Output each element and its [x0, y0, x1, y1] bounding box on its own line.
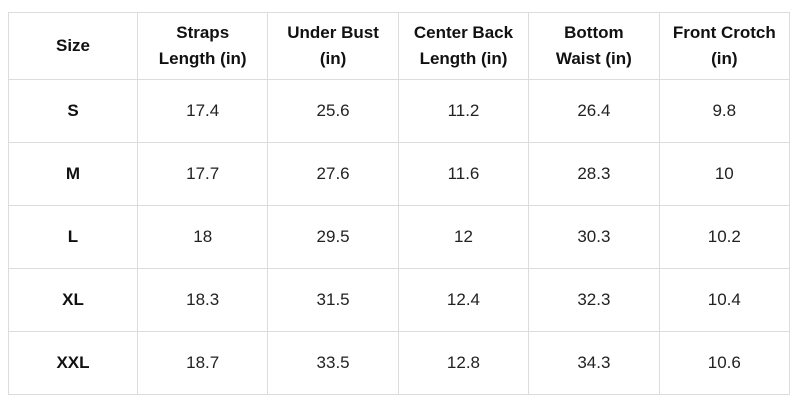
size-cell: M — [8, 142, 138, 206]
measure-cell: 18.3 — [136, 268, 269, 332]
measure-cell: 29.5 — [267, 205, 399, 269]
measure-cell: 31.5 — [267, 268, 399, 332]
header-row: Size Straps Length (in) Under Bust (in) Cen… — [8, 12, 791, 80]
header-cell: Size — [8, 12, 138, 80]
measure-cell: 11.6 — [397, 142, 530, 206]
measure-cell: 34.3 — [528, 331, 660, 395]
measure-cell: 33.5 — [267, 331, 399, 395]
measure-cell: 12.8 — [397, 331, 530, 395]
measure-cell: 10.2 — [658, 205, 791, 269]
measure-cell: 26.4 — [528, 79, 660, 143]
header-cell: Bottom Waist (in) — [528, 12, 660, 80]
measure-cell: 17.7 — [136, 142, 269, 206]
measure-cell: 28.3 — [528, 142, 660, 206]
size-cell: XL — [8, 268, 138, 332]
table-row: XXL 18.7 33.5 12.8 34.3 10.6 — [8, 331, 791, 395]
table-row: S 17.4 25.6 11.2 26.4 9.8 — [8, 79, 791, 143]
measure-cell: 10.4 — [658, 268, 791, 332]
size-cell: L — [8, 205, 138, 269]
size-cell: S — [8, 79, 138, 143]
measure-cell: 18 — [136, 205, 269, 269]
table-row: XL 18.3 31.5 12.4 32.3 10.4 — [8, 268, 791, 332]
header-cell: Under Bust (in) — [267, 12, 399, 80]
measure-cell: 11.2 — [397, 79, 530, 143]
measure-cell: 9.8 — [658, 79, 791, 143]
measure-cell: 30.3 — [528, 205, 660, 269]
measure-cell: 10.6 — [658, 331, 791, 395]
size-cell: XXL — [8, 331, 138, 395]
measure-cell: 12 — [397, 205, 530, 269]
table-body: S 17.4 25.6 11.2 26.4 9.8 M 17.7 27.6 11.6 28.3 10 L… — [8, 79, 791, 395]
header-cell: Front Crotch (in) — [658, 12, 791, 80]
measure-cell: 18.7 — [136, 331, 269, 395]
measure-cell: 32.3 — [528, 268, 660, 332]
header-cell: Center Back Length (in) — [397, 12, 530, 80]
table-row: M 17.7 27.6 11.6 28.3 10 — [8, 142, 791, 206]
measure-cell: 10 — [658, 142, 791, 206]
header-cell: Straps Length (in) — [136, 12, 269, 80]
measure-cell: 12.4 — [397, 268, 530, 332]
size-table: Size Straps Length (in) Under Bust (in) Cen… — [8, 12, 791, 395]
table-row: L 18 29.5 12 30.3 10.2 — [8, 205, 791, 269]
table-header: Size Straps Length (in) Under Bust (in) Cen… — [8, 12, 791, 80]
measure-cell: 27.6 — [267, 142, 399, 206]
measure-cell: 17.4 — [136, 79, 269, 143]
measure-cell: 25.6 — [267, 79, 399, 143]
